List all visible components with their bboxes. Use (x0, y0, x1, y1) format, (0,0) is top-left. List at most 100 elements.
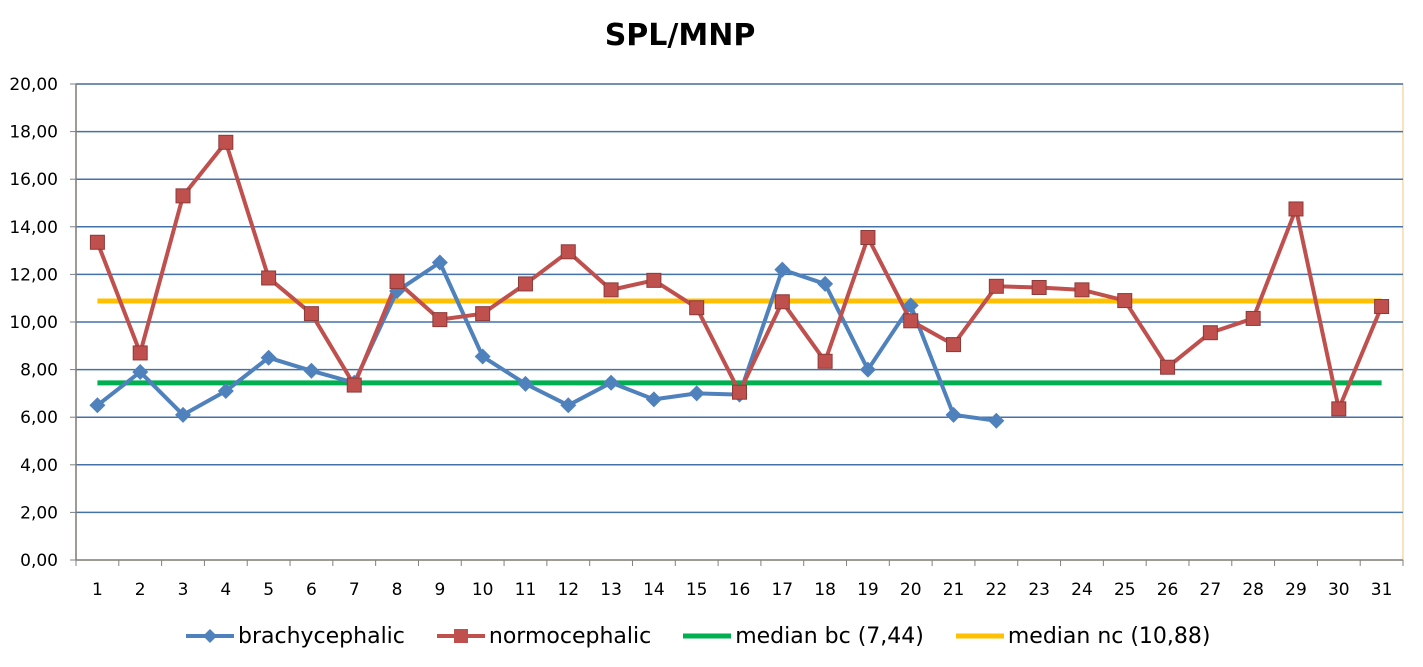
data-point-diamond (474, 348, 491, 365)
x-tick-label: 5 (263, 580, 274, 600)
y-tick-label: 6,00 (20, 408, 58, 428)
legend-item-normocephalic[interactable]: normocephalic (436, 623, 652, 649)
x-tick-label: 24 (1071, 580, 1093, 600)
x-tick-label: 9 (434, 580, 445, 600)
median-lines (97, 298, 1382, 386)
y-tick-label: 0,00 (20, 551, 58, 571)
legend-swatch-square-icon (436, 629, 485, 643)
x-tick-label: 30 (1328, 580, 1350, 600)
x-tick-label: 31 (1371, 580, 1393, 600)
data-point-diamond (560, 397, 577, 414)
legend-item-median-nc[interactable]: median nc (10,88) (955, 624, 1211, 649)
chart-title: SPL/MNP (604, 18, 756, 53)
x-tick-label: 25 (1114, 580, 1136, 600)
x-tick-label: 15 (686, 580, 708, 600)
axes: 0,00 2,00 4,00 6,00 8,00 10,00 12,00 14,00 16,00… (9, 75, 1404, 600)
data-point-square (646, 272, 662, 288)
x-tick-label: 14 (643, 580, 665, 600)
legend-label: normocephalic (488, 623, 652, 649)
x-tick-label: 21 (943, 580, 965, 600)
series-line-brachycephalic (96, 260, 997, 423)
x-tick-label: 18 (814, 580, 836, 600)
data-point-diamond (89, 397, 106, 414)
y-tick-label: 12,00 (9, 265, 58, 285)
legend-label: median bc (7,44) (735, 623, 924, 649)
data-point-square (1245, 310, 1261, 326)
y-tick-label: 8,00 (20, 361, 58, 381)
data-point-diamond (902, 297, 919, 314)
data-point-square (175, 188, 191, 204)
data-point-diamond (603, 374, 620, 391)
data-point-square (560, 244, 576, 260)
data-point-square (1074, 282, 1090, 298)
data-point-square (475, 306, 491, 322)
data-point-diamond (260, 349, 277, 366)
data-point-diamond (774, 261, 791, 278)
legend: brachycephalic normocephalic median bc (… (186, 618, 1243, 654)
x-tick-label: 27 (1200, 580, 1222, 600)
data-point-square (603, 282, 619, 298)
series-markers (89, 134, 1390, 429)
data-point-diamond (859, 361, 876, 378)
data-point-diamond (988, 412, 1005, 429)
y-tick-label: 10,00 (9, 313, 58, 333)
data-point-square (1160, 359, 1176, 375)
x-tick-label: 3 (178, 580, 189, 600)
data-point-square (1031, 279, 1047, 295)
data-point-square (218, 134, 234, 150)
data-point-square (132, 345, 148, 361)
gridlines (75, 83, 1404, 561)
data-point-diamond (175, 406, 192, 423)
x-tick-label: 28 (1242, 580, 1264, 600)
data-point-square (817, 353, 833, 369)
x-tick-label: 12 (557, 580, 579, 600)
data-point-square (261, 270, 277, 286)
legend-swatch-line-icon (955, 633, 1004, 639)
data-point-square (988, 278, 1004, 294)
data-point-square (89, 234, 105, 250)
y-tick-label: 2,00 (20, 503, 58, 523)
data-point-square (860, 230, 876, 246)
data-point-diamond (132, 363, 149, 380)
data-point-square (732, 384, 747, 400)
data-point-diamond (431, 254, 448, 271)
data-point-square (946, 337, 962, 353)
data-point-square (432, 312, 448, 328)
data-point-square (303, 306, 319, 322)
data-point-diamond (517, 375, 534, 392)
data-point-square (1202, 325, 1218, 341)
x-tick-label: 4 (220, 580, 231, 600)
x-tick-label: 22 (986, 580, 1008, 600)
legend-swatch-line-icon (683, 633, 732, 639)
data-point-diamond (217, 383, 234, 400)
x-tick-label: 17 (771, 580, 793, 600)
data-point-square (517, 276, 533, 292)
data-point-diamond (688, 385, 705, 402)
x-tick-label: 19 (857, 580, 879, 600)
data-point-diamond (645, 391, 662, 408)
y-tick-label: 16,00 (9, 170, 58, 190)
data-point-square (346, 377, 362, 393)
legend-item-brachycephalic[interactable]: brachycephalic (186, 624, 405, 649)
x-tick-label: 20 (900, 580, 922, 600)
legend-swatch-diamond-icon (186, 629, 234, 643)
legend-item-median-bc[interactable]: median bc (7,44) (683, 624, 924, 649)
x-tick-label: 1 (92, 580, 103, 600)
x-tick-label: 10 (472, 580, 494, 600)
x-tick-label: 6 (306, 580, 317, 600)
data-point-square (903, 313, 919, 329)
x-tick-label: 23 (1028, 580, 1050, 600)
x-tick-label: 8 (392, 580, 403, 600)
data-point-square (774, 294, 790, 310)
data-point-square (1331, 401, 1347, 417)
y-tick-label: 18,00 (9, 123, 58, 143)
y-tick-label: 4,00 (20, 456, 58, 476)
legend-label: brachycephalic (238, 623, 405, 649)
x-tick-label: 11 (515, 580, 537, 600)
x-tick-label: 2 (135, 580, 146, 600)
data-point-square (689, 300, 705, 316)
data-point-square (1288, 201, 1304, 217)
series-lines (95, 140, 1384, 423)
data-point-diamond (817, 275, 834, 292)
